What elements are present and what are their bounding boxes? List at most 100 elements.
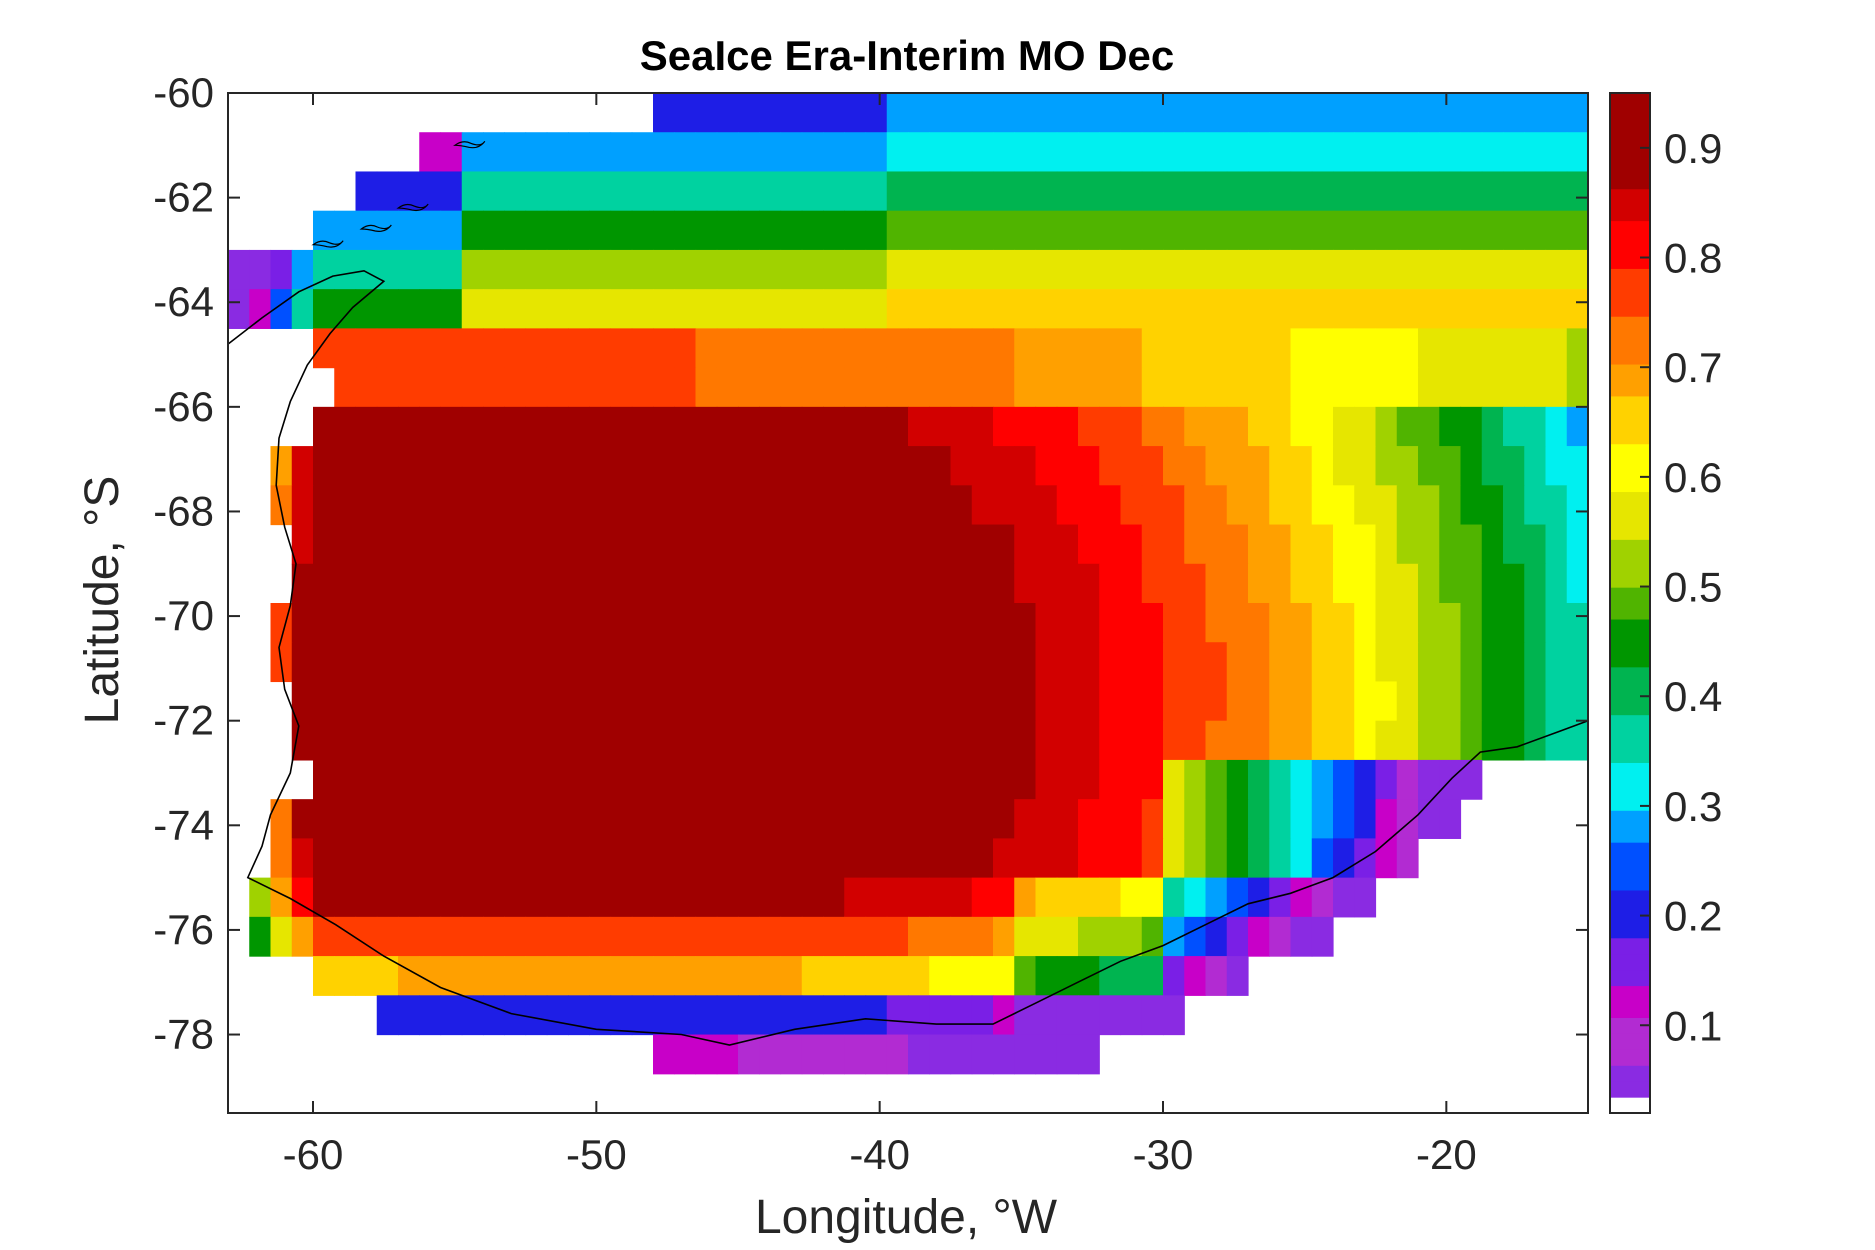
heatmap-cell xyxy=(1014,759,1037,800)
heatmap-cell xyxy=(695,759,718,800)
heatmap-cell xyxy=(1354,877,1377,918)
heatmap-cell xyxy=(1014,328,1037,369)
heatmap-cell xyxy=(1545,524,1568,565)
heatmap-cell xyxy=(334,720,357,761)
heatmap-cell xyxy=(1269,642,1292,683)
heatmap-cell xyxy=(1566,367,1589,408)
heatmap-cell xyxy=(1460,446,1483,486)
heatmap-cell xyxy=(823,603,845,643)
heatmap-cell xyxy=(993,1034,1015,1075)
heatmap-cell xyxy=(865,720,888,761)
heatmap-cell xyxy=(589,603,612,643)
heatmap-cell xyxy=(1418,328,1440,369)
heatmap-cell xyxy=(716,446,739,486)
heatmap-cell xyxy=(1163,171,1185,212)
heatmap-cell xyxy=(1035,249,1058,290)
heatmap-cell xyxy=(1290,524,1313,565)
heatmap-cell xyxy=(738,249,760,290)
heatmap-cell xyxy=(1226,759,1249,800)
heatmap-cell xyxy=(525,132,548,173)
heatmap-cell xyxy=(844,249,867,290)
heatmap-cell xyxy=(971,524,994,565)
axes-box xyxy=(227,92,1589,1114)
heatmap-cell xyxy=(674,93,697,133)
heatmap-cell xyxy=(1035,877,1058,918)
heatmap-cell xyxy=(908,406,930,447)
heatmap-cell xyxy=(695,524,718,565)
heatmap-cell xyxy=(376,995,399,1036)
heatmap-cell xyxy=(1290,681,1313,722)
heatmap-cell xyxy=(1205,328,1228,369)
heatmap-cell xyxy=(546,367,569,408)
y-tick-label: -68 xyxy=(153,487,214,534)
heatmap-cell xyxy=(865,171,888,212)
heatmap-cell xyxy=(1078,1034,1100,1075)
heatmap-cell xyxy=(631,995,654,1036)
heatmap-cell xyxy=(865,367,888,408)
heatmap-cell xyxy=(1290,249,1313,290)
heatmap-cell xyxy=(1014,838,1037,879)
heatmap-cell xyxy=(1184,249,1207,290)
heatmap-cell xyxy=(929,681,952,722)
heatmap-cell xyxy=(1035,563,1058,604)
heatmap-cell xyxy=(610,563,633,604)
heatmap-cell xyxy=(1524,681,1547,722)
heatmap-cell xyxy=(1226,367,1249,408)
y-tick-label: -64 xyxy=(153,278,214,325)
heatmap-cell xyxy=(1141,799,1164,839)
heatmap-cell xyxy=(440,759,463,800)
heatmap-cell xyxy=(780,995,803,1036)
heatmap-cell xyxy=(780,289,803,329)
heatmap-cell xyxy=(780,877,803,918)
heatmap-cell xyxy=(1375,367,1398,408)
heatmap-cell xyxy=(1269,328,1292,369)
heatmap-cell xyxy=(950,720,973,761)
plot-area xyxy=(228,93,1589,1075)
heatmap-cell xyxy=(291,642,314,683)
heatmap-cell xyxy=(419,485,442,526)
heatmap-cell xyxy=(1545,249,1568,290)
heatmap-cell xyxy=(865,1034,888,1075)
heatmap-cell xyxy=(674,759,697,800)
heatmap-cell xyxy=(1056,524,1079,565)
heatmap-cell xyxy=(1056,995,1079,1036)
heatmap-cell xyxy=(546,956,569,996)
heatmap-cell xyxy=(1503,681,1525,722)
heatmap-cell xyxy=(1184,956,1207,996)
heatmap-cell xyxy=(908,642,930,683)
heatmap-cell xyxy=(759,93,782,133)
heatmap-cell xyxy=(1226,524,1249,565)
heatmap-cell xyxy=(1311,799,1334,839)
heatmap-cell xyxy=(504,995,527,1036)
heatmap-cell xyxy=(1014,367,1037,408)
heatmap-cell xyxy=(1439,720,1462,761)
heatmap-cell xyxy=(674,563,697,604)
heatmap-cell xyxy=(525,916,548,957)
heatmap-cell xyxy=(1333,799,1355,839)
y-tick-label: -70 xyxy=(153,592,214,639)
heatmap-cell xyxy=(1545,93,1568,133)
heatmap-cell xyxy=(504,249,527,290)
heatmap-cell xyxy=(1141,956,1164,996)
heatmap-cell xyxy=(1566,93,1589,133)
heatmap-cell xyxy=(461,367,484,408)
heatmap-cell xyxy=(780,406,803,447)
heatmap-cell xyxy=(653,720,675,761)
colorbar-swatch xyxy=(1610,571,1650,588)
heatmap-cell xyxy=(1226,838,1249,879)
heatmap-cell xyxy=(674,485,697,526)
heatmap-cell xyxy=(1120,681,1143,722)
heatmap-cell xyxy=(738,446,760,486)
heatmap-cell xyxy=(993,681,1015,722)
heatmap-cell xyxy=(270,838,293,879)
heatmap-cell xyxy=(993,642,1015,683)
heatmap-cell xyxy=(929,877,952,918)
heatmap-cell xyxy=(1099,367,1122,408)
heatmap-cell xyxy=(1354,367,1377,408)
heatmap-cell xyxy=(1566,210,1589,251)
heatmap-cell xyxy=(313,406,335,447)
heatmap-cell xyxy=(1566,249,1589,290)
heatmap-cell xyxy=(1035,799,1058,839)
heatmap-cell xyxy=(738,720,760,761)
heatmap-cell xyxy=(780,524,803,565)
